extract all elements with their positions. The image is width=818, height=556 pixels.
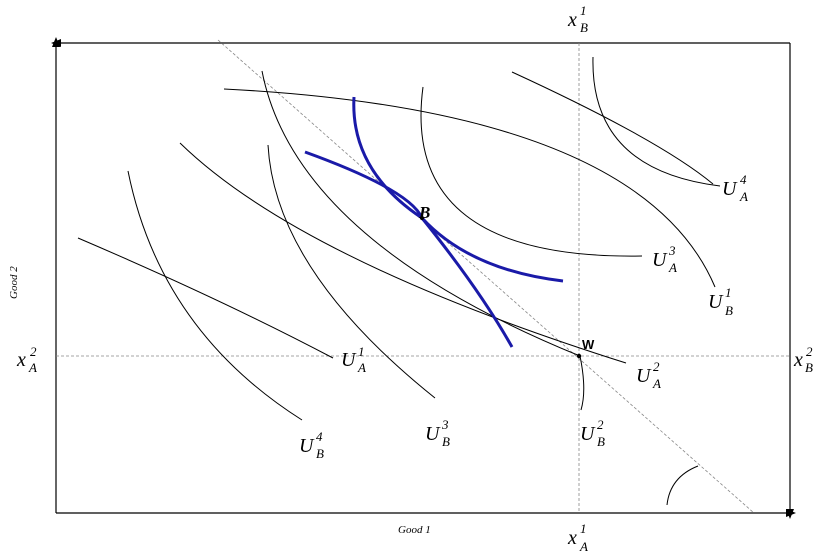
svg-text:4: 4 bbox=[740, 172, 747, 187]
svg-text:2: 2 bbox=[30, 344, 37, 359]
blue-ua-tangent-curve bbox=[304, 150, 564, 283]
blue-ub-tangent-curve bbox=[352, 96, 514, 348]
svg-text:1: 1 bbox=[725, 285, 732, 300]
svg-text:U: U bbox=[722, 178, 738, 200]
ua3-curve bbox=[420, 86, 643, 257]
svg-text:U: U bbox=[580, 423, 596, 445]
xa1-label: x 1 A bbox=[567, 521, 588, 554]
y-axis-caption: Good 2 bbox=[8, 266, 20, 299]
xa2-label: x 2 A bbox=[16, 344, 37, 375]
svg-text:x: x bbox=[567, 9, 577, 31]
endowment-label: W bbox=[582, 337, 595, 352]
svg-text:U: U bbox=[652, 249, 668, 271]
svg-text:B: B bbox=[580, 20, 588, 35]
svg-text:A: A bbox=[579, 539, 588, 554]
ub3-curve bbox=[267, 144, 436, 399]
ua1-curve bbox=[77, 237, 334, 359]
svg-text:U: U bbox=[299, 435, 315, 457]
svg-text:U: U bbox=[425, 423, 441, 445]
svg-text:3: 3 bbox=[668, 243, 676, 258]
svg-text:A: A bbox=[739, 189, 748, 204]
ua4-label: U 4 A bbox=[722, 172, 748, 204]
svg-text:A: A bbox=[28, 360, 37, 375]
svg-text:x: x bbox=[567, 527, 577, 549]
svg-text:U: U bbox=[708, 291, 724, 313]
svg-text:2: 2 bbox=[597, 417, 604, 432]
svg-text:1: 1 bbox=[358, 344, 365, 359]
svg-text:3: 3 bbox=[441, 417, 449, 432]
svg-text:2: 2 bbox=[806, 344, 813, 359]
contract-point-label: B bbox=[418, 203, 430, 222]
contract-point bbox=[420, 216, 424, 220]
ub2-label: U 2 B bbox=[580, 417, 605, 449]
svg-text:A: A bbox=[652, 376, 661, 391]
xb2-label: x 2 B bbox=[793, 344, 813, 375]
ua4-b-edge-curve bbox=[592, 56, 721, 187]
ub2-curve bbox=[261, 70, 585, 411]
svg-text:A: A bbox=[357, 360, 366, 375]
ub4-curve bbox=[127, 170, 303, 421]
svg-text:4: 4 bbox=[316, 429, 323, 444]
price-line bbox=[217, 39, 755, 514]
svg-text:x: x bbox=[793, 349, 803, 371]
ua2-curve bbox=[179, 142, 627, 364]
ub3-label: U 3 B bbox=[425, 417, 450, 449]
svg-text:U: U bbox=[341, 349, 357, 371]
ub4-label: U 4 B bbox=[299, 429, 324, 461]
price-angle-arc bbox=[666, 465, 699, 506]
x-axis-caption: Good 1 bbox=[398, 524, 431, 536]
svg-text:B: B bbox=[316, 446, 324, 461]
ua2-label: U 2 A bbox=[636, 359, 661, 391]
svg-text:x: x bbox=[16, 349, 26, 371]
ua4-curve bbox=[511, 71, 714, 185]
svg-text:U: U bbox=[636, 365, 652, 387]
ub1-label: U 1 B bbox=[708, 285, 733, 318]
svg-text:B: B bbox=[725, 303, 733, 318]
svg-text:2: 2 bbox=[653, 359, 660, 374]
endowment-point bbox=[576, 353, 582, 359]
ua1-label: U 1 A bbox=[341, 344, 366, 375]
svg-text:B: B bbox=[805, 360, 813, 375]
svg-text:1: 1 bbox=[580, 3, 587, 18]
ua3-label: U 3 A bbox=[652, 243, 677, 275]
ub1-curve bbox=[223, 88, 716, 288]
xb1-label: x 1 B bbox=[567, 3, 588, 35]
box-frame bbox=[51, 37, 796, 519]
svg-text:B: B bbox=[442, 434, 450, 449]
svg-text:B: B bbox=[597, 434, 605, 449]
svg-text:1: 1 bbox=[580, 521, 587, 536]
svg-text:A: A bbox=[668, 260, 677, 275]
